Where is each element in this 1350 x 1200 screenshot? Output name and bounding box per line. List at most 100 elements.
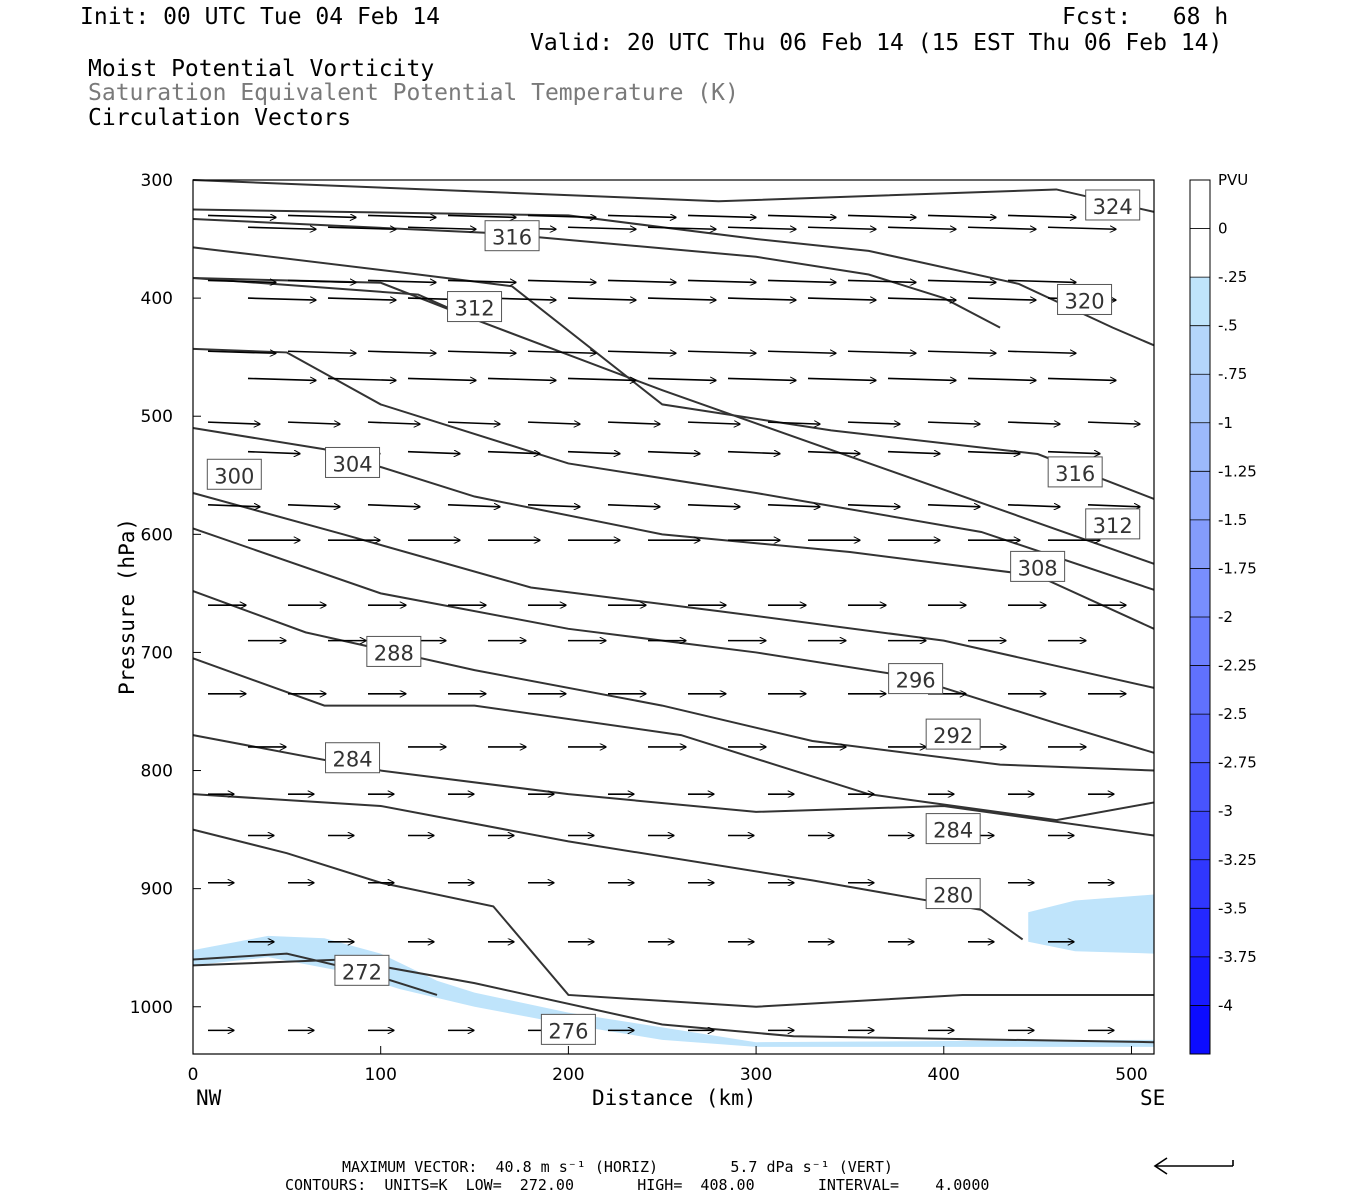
- circulation-vector: [207, 280, 276, 282]
- colorbar-title: PVU: [1218, 171, 1248, 189]
- colorbar-label-14: -3.5: [1218, 899, 1247, 917]
- x-axis-label: Distance (km): [592, 1086, 757, 1110]
- colorbar-swatch-2: [1190, 277, 1210, 326]
- contour-labels: 324 320 316 316 312 312 308 304 300 296 292 288 284 2…: [206, 189, 1141, 1045]
- contour-label-288: 288: [374, 641, 414, 665]
- circulation-vector: [847, 505, 900, 507]
- contour-label-284a: 284: [332, 748, 372, 772]
- valid-time: Valid: 20 UTC Thu 06 Feb 14 (15 EST Thu …: [530, 30, 1223, 56]
- circulation-vector: [527, 505, 580, 507]
- y-tick-label-500: 500: [141, 407, 173, 427]
- circulation-vector: [887, 298, 956, 300]
- colorbar-label-6: -1.5: [1218, 511, 1247, 529]
- contour-label-296: 296: [896, 669, 936, 693]
- colorbar-swatch-10: [1190, 665, 1210, 715]
- theta-es-contours: [192, 179, 1155, 1044]
- reference-vector: [1153, 1157, 1234, 1175]
- circulation-vector: [647, 452, 700, 454]
- contour-label-308: 308: [1018, 556, 1058, 580]
- colorbar-label-12: -3: [1218, 802, 1233, 820]
- circulation-vector: [447, 505, 500, 507]
- circulation-vector: [687, 505, 740, 507]
- circulation-vector: [1007, 280, 1076, 282]
- circulation-vector: [1047, 227, 1116, 229]
- y-axis-ticks: 300 400 500 600 700 800 900 1000: [130, 171, 201, 1018]
- circulation-vector: [447, 351, 516, 353]
- circulation-vector: [527, 422, 580, 424]
- circulation-vector: [847, 215, 916, 217]
- circulation-vector: [807, 378, 876, 380]
- colorbar-swatch-12: [1190, 762, 1210, 812]
- circulation-vector: [207, 215, 276, 217]
- colorbar-swatch-0: [1190, 180, 1210, 229]
- circulation-vector: [567, 378, 636, 380]
- colorbar-swatch-15: [1190, 908, 1210, 957]
- y-tick-label-300: 300: [141, 171, 173, 191]
- circulation-vector: [767, 505, 820, 507]
- colorbar-label-11: -2.75: [1218, 754, 1257, 772]
- circulation-vector: [927, 280, 996, 282]
- colorbar-swatch-6: [1190, 471, 1210, 520]
- colorbar-label-16: -4: [1218, 996, 1233, 1014]
- contour-label-box-296: [888, 663, 944, 695]
- colorbar-label-9: -2.25: [1218, 657, 1257, 675]
- contour-label-316a: 316: [1055, 462, 1095, 486]
- circulation-vector: [687, 422, 740, 424]
- contour-label-box-300: [206, 458, 262, 490]
- contour-label-316b: 316: [492, 226, 532, 250]
- circulation-vector: [927, 422, 980, 424]
- circulation-vector: [967, 298, 1036, 300]
- colorbar-swatch-8: [1190, 568, 1210, 617]
- circulation-vector: [847, 280, 916, 282]
- x-tick-label-300: 300: [740, 1065, 772, 1085]
- y-tick-label-400: 400: [141, 289, 173, 309]
- circulation-vector: [807, 227, 876, 229]
- contour-label-box-312a: [1085, 508, 1141, 540]
- circulation-vector: [287, 215, 356, 217]
- contour-label-320: 320: [1065, 289, 1105, 313]
- circulation-vector: [1087, 422, 1140, 424]
- circulation-vector: [247, 227, 316, 229]
- contour-label-box-316a: [1047, 456, 1103, 488]
- circulation-vector: [647, 298, 716, 300]
- circulation-vector: [607, 351, 676, 353]
- circulation-vector: [287, 280, 356, 282]
- circulation-vector: [607, 505, 660, 507]
- colorbar-swatch-9: [1190, 617, 1210, 666]
- contour-label-292: 292: [933, 724, 973, 748]
- contour-280: [192, 828, 1154, 1008]
- colorbar-label-5: -1.25: [1218, 462, 1257, 480]
- circulation-vector: [447, 280, 516, 282]
- endpoint-left: NW: [196, 1086, 222, 1110]
- contour-info-note: CONTOURS: UNITS=K LOW= 272.00 HIGH= 408.…: [285, 1176, 990, 1194]
- colorbar-swatch-1: [1190, 228, 1210, 278]
- contour-label-box-308: [1010, 550, 1066, 582]
- circulation-vector: [1007, 505, 1060, 507]
- colorbar-swatch-11: [1190, 714, 1210, 763]
- circulation-vector: [407, 452, 460, 454]
- circulation-vector: [927, 215, 996, 217]
- contour-label-312b: 312: [454, 297, 494, 321]
- contour-label-324: 324: [1093, 195, 1133, 219]
- contour-label-300: 300: [214, 464, 254, 488]
- y-tick-label-600: 600: [141, 525, 173, 545]
- pv-shading-region-1: [1028, 894, 1154, 954]
- reference-vector-head: [1153, 1157, 1168, 1175]
- contour-label-box-324: [1085, 189, 1141, 221]
- circulation-vector: [367, 505, 420, 507]
- circulation-vector: [887, 378, 956, 380]
- colorbar-swatch-17: [1190, 1005, 1210, 1054]
- contour-296: [192, 527, 1155, 754]
- contour-label-276: 276: [548, 1019, 588, 1043]
- contour-320: [192, 208, 1155, 347]
- x-tick-label-0: 0: [188, 1065, 199, 1085]
- init-time: Init: 00 UTC Tue 04 Feb 14: [80, 4, 441, 30]
- circulation-vector: [727, 452, 780, 454]
- colorbar-label-7: -1.75: [1218, 559, 1257, 577]
- circulation-vector: [327, 378, 396, 380]
- circulation-vector: [847, 351, 916, 353]
- circulation-vector: [367, 280, 436, 282]
- contour-288: [192, 657, 1155, 822]
- circulation-vector: [807, 452, 860, 454]
- contour-label-272: 272: [342, 960, 382, 984]
